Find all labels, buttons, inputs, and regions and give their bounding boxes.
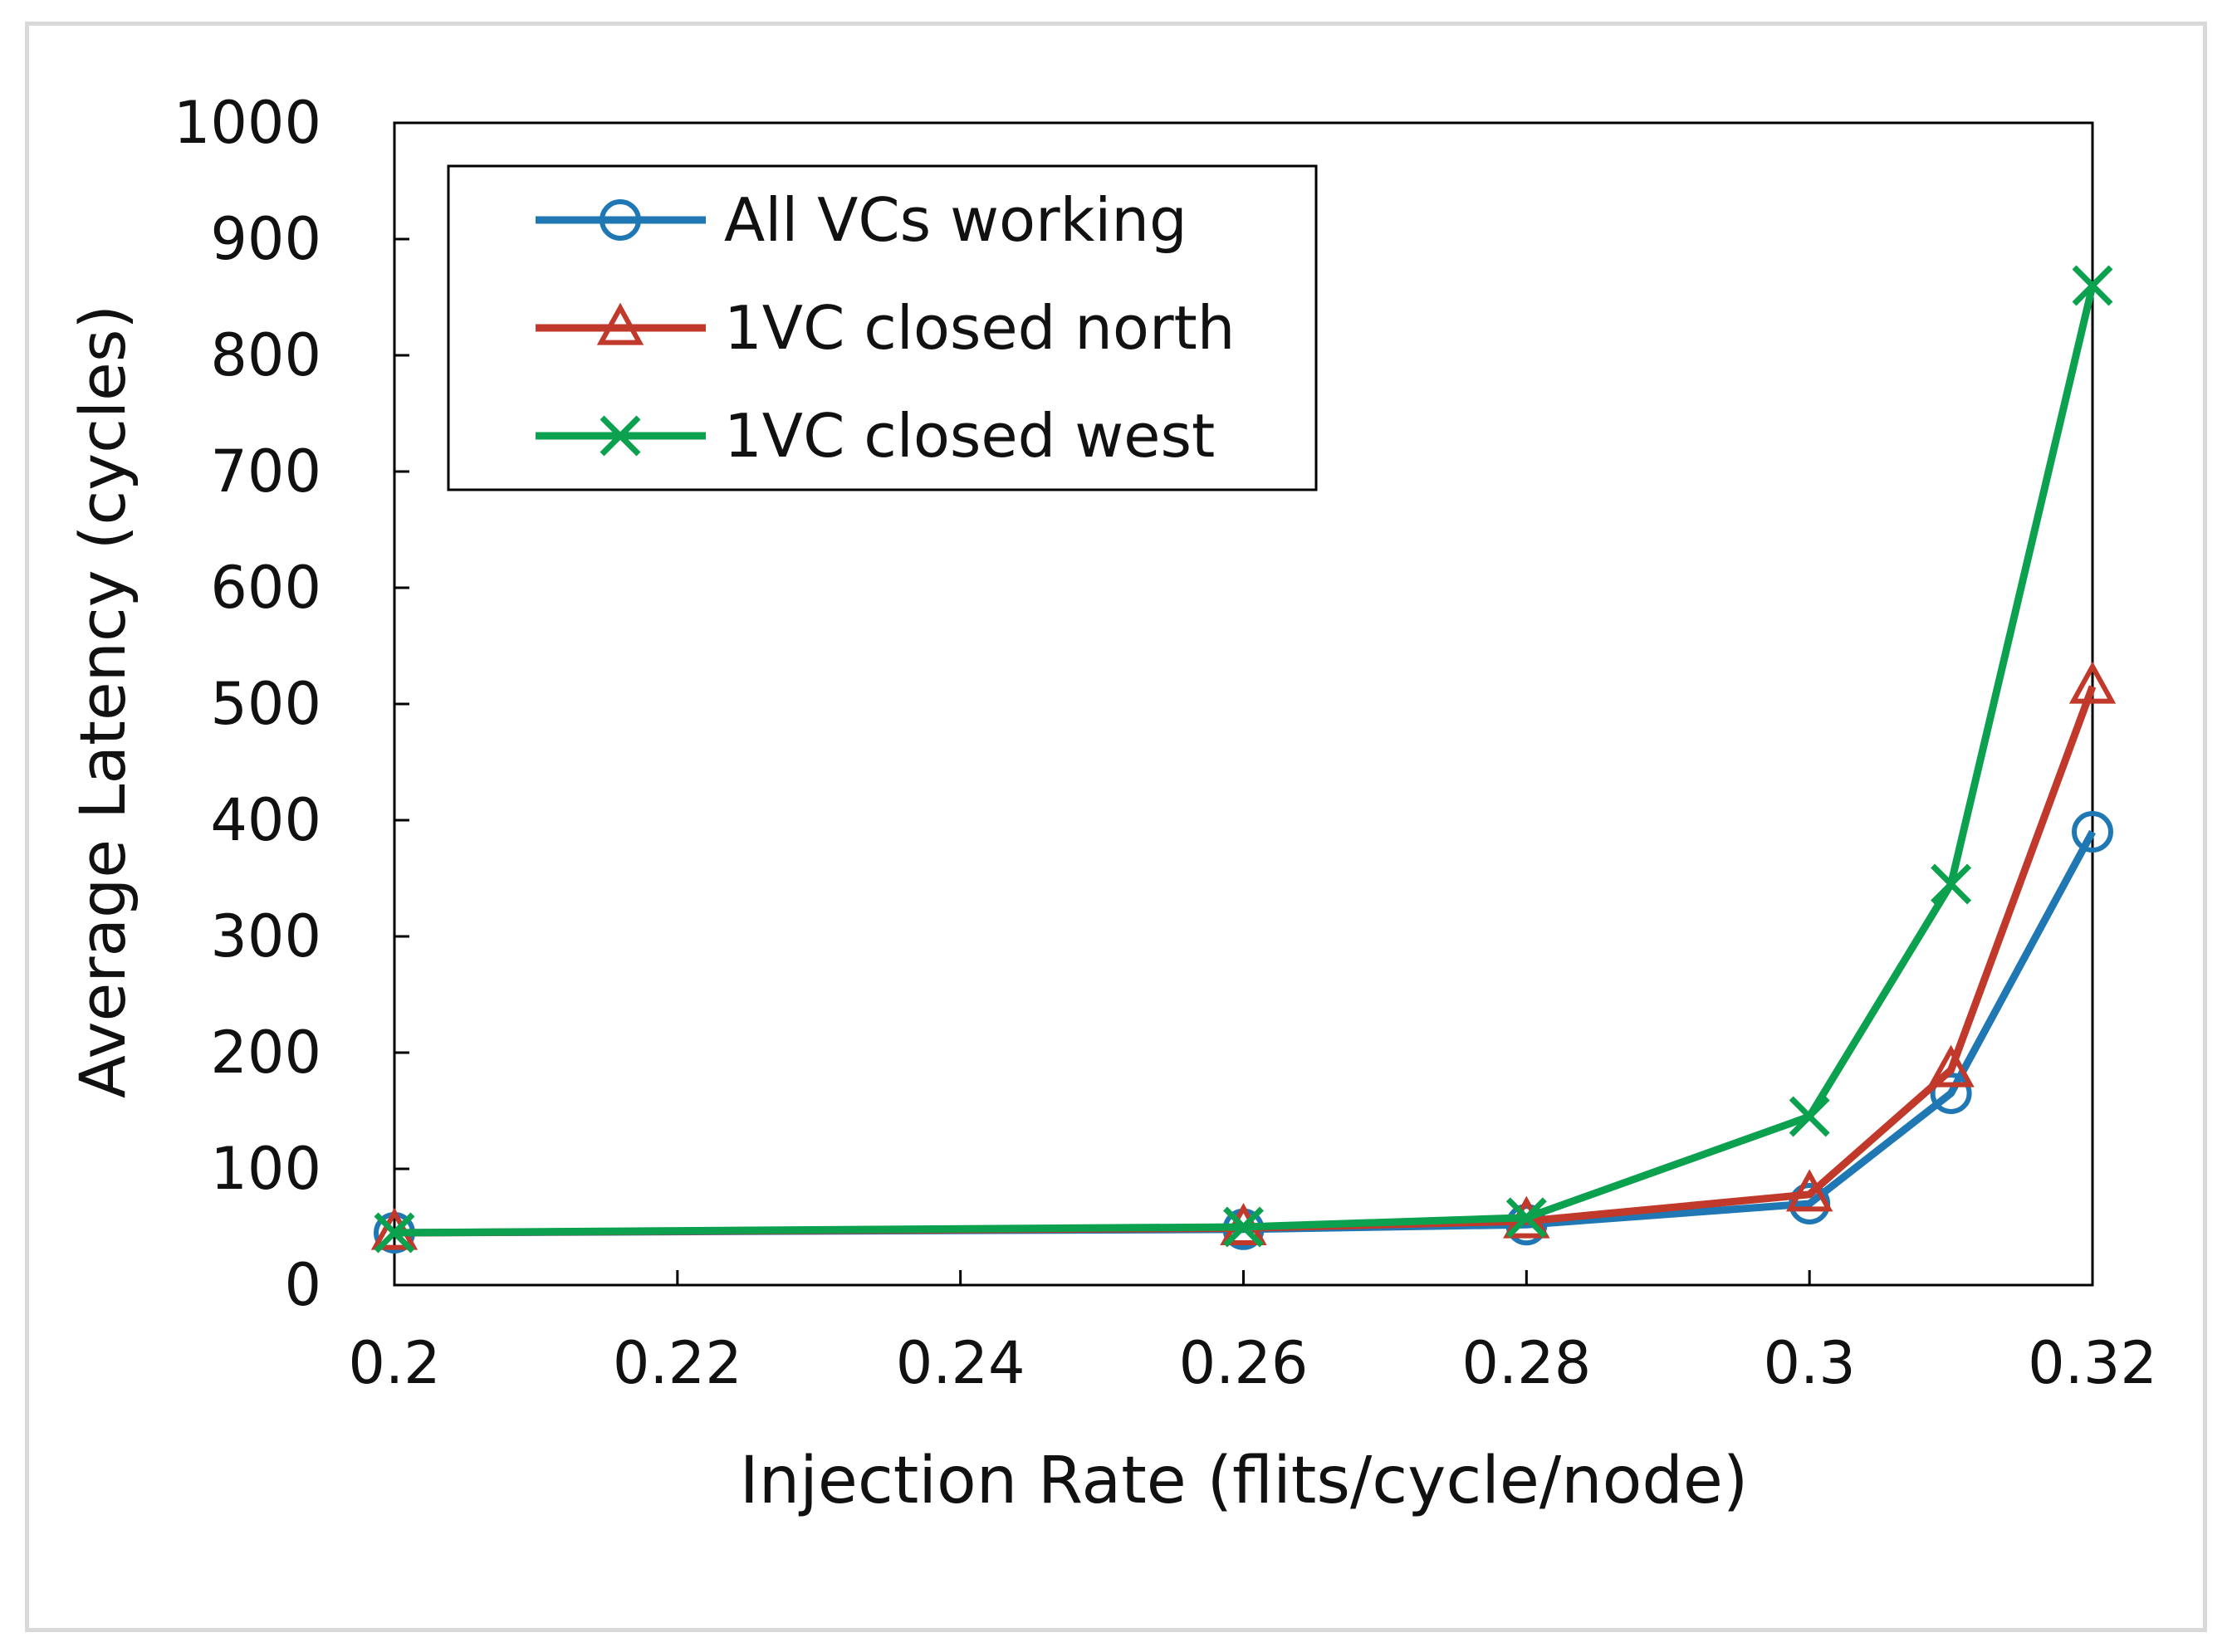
- series-layer: [370, 265, 2117, 1254]
- legend-item: All VCs working: [536, 185, 1187, 255]
- x-tick-label: 0.26: [1179, 1329, 1309, 1397]
- marker-stroke: [1789, 1096, 1830, 1137]
- series-1vc-closed-west: [374, 265, 2113, 1254]
- legend-label: 1VC closed north: [724, 293, 1235, 363]
- series-line: [394, 685, 2097, 1237]
- y-tick-label: 400: [210, 786, 321, 854]
- legend-marker: [596, 302, 644, 345]
- marker-stroke: [1931, 863, 1972, 905]
- data-point: [1931, 863, 1972, 905]
- legend-marker: [600, 199, 641, 241]
- y-tick-label: 200: [210, 1019, 321, 1087]
- series-1vc-closed-north: [370, 661, 2117, 1250]
- series-line: [394, 284, 2097, 1237]
- y-tick-label: 600: [210, 554, 321, 622]
- legend-item: 1VC closed west: [536, 401, 1215, 471]
- y-tick-label: 100: [210, 1135, 321, 1203]
- data-point: [1785, 1169, 1833, 1212]
- x-tick-label: 0.2: [348, 1329, 440, 1397]
- marker-stroke: [1223, 1206, 1264, 1248]
- y-tick-label: 800: [210, 321, 321, 389]
- legend-marker: [600, 415, 641, 457]
- legend: All VCs working 1VC closed north 1VC close…: [447, 164, 1318, 491]
- legend-label: 1VC closed west: [724, 401, 1215, 471]
- data-point: [1927, 1044, 1975, 1087]
- marker-stroke: [600, 415, 641, 457]
- data-point: [2068, 661, 2117, 704]
- marker-stroke: [2072, 265, 2113, 306]
- y-tick-label: 1000: [174, 89, 321, 157]
- y-tick-label: 900: [210, 205, 321, 273]
- legend-label: All VCs working: [724, 185, 1187, 255]
- y-tick-label: 300: [210, 902, 321, 970]
- axes: 0.2 0.22 0.24 0.26 0.28 0.3 0.32 0 100 200 300 400 5…: [174, 89, 2157, 1397]
- data-point: [1930, 1073, 1972, 1114]
- legend-item: 1VC closed north: [536, 293, 1235, 363]
- data-point: [1789, 1096, 1830, 1137]
- marker-stroke: [1505, 1197, 1547, 1239]
- x-axis-label: Injection Rate (flits/cycle/node): [740, 1444, 1749, 1518]
- data-point: [2072, 811, 2113, 853]
- x-tick-label: 0.24: [896, 1329, 1025, 1397]
- data-point: [374, 1212, 415, 1254]
- y-axis-label: Average Latency (cycles): [66, 305, 140, 1098]
- data-point: [2072, 265, 2113, 306]
- x-tick-label: 0.32: [2028, 1329, 2157, 1397]
- x-tick-label: 0.3: [1764, 1329, 1856, 1397]
- x-tick-label: 0.28: [1461, 1329, 1591, 1397]
- marker-stroke: [374, 1212, 415, 1254]
- data-point: [1223, 1206, 1264, 1248]
- data-point: [1505, 1197, 1547, 1239]
- x-tick-label: 0.22: [613, 1329, 742, 1397]
- series-all-vcs-working: [374, 811, 2113, 1254]
- y-tick-label: 500: [210, 670, 321, 738]
- y-tick-label: 0: [284, 1251, 321, 1319]
- y-tick-label: 700: [210, 437, 321, 506]
